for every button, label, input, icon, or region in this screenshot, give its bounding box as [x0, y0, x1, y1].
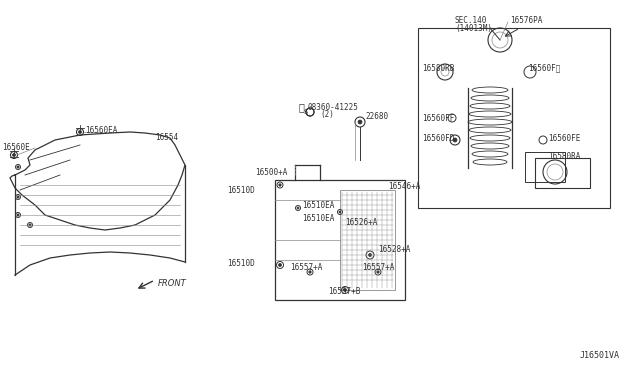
Text: 16526+A: 16526+A	[345, 218, 378, 227]
Circle shape	[358, 120, 362, 124]
Text: 16580RA: 16580RA	[548, 151, 580, 160]
Circle shape	[339, 211, 341, 213]
Circle shape	[17, 166, 19, 168]
Text: (2): (2)	[320, 109, 334, 119]
Text: 16557+B: 16557+B	[328, 288, 360, 296]
Text: J16501VA: J16501VA	[580, 351, 620, 360]
Bar	[525, 152, 565, 182]
Text: FRONT: FRONT	[158, 279, 187, 289]
Text: 16557+A: 16557+A	[290, 263, 323, 272]
Text: 16560FF: 16560FF	[422, 113, 454, 122]
Text: S: S	[304, 109, 308, 115]
Text: 08360-41225: 08360-41225	[308, 103, 359, 112]
Text: Ⓢ: Ⓢ	[298, 102, 304, 112]
Circle shape	[453, 138, 457, 142]
Text: 16500+A: 16500+A	[255, 167, 287, 176]
Text: 16510D: 16510D	[227, 259, 255, 267]
Text: 16546+A: 16546+A	[388, 182, 420, 190]
Circle shape	[297, 207, 299, 209]
Circle shape	[308, 271, 311, 273]
Text: 16560E: 16560E	[2, 142, 29, 151]
Text: 16580RB: 16580RB	[422, 64, 454, 73]
Text: 22680: 22680	[365, 112, 388, 121]
Text: 16576PA: 16576PA	[510, 16, 542, 25]
Bar	[535, 158, 590, 188]
Circle shape	[17, 196, 19, 198]
Bar	[340, 190, 395, 290]
Text: 16560FE: 16560FE	[548, 134, 580, 142]
Text: 16554: 16554	[155, 132, 178, 141]
Circle shape	[279, 184, 281, 186]
Circle shape	[13, 154, 15, 157]
Text: 16557+A: 16557+A	[362, 263, 394, 273]
Circle shape	[369, 253, 371, 257]
Circle shape	[17, 214, 19, 216]
Circle shape	[377, 271, 379, 273]
Text: 16510D: 16510D	[227, 186, 255, 195]
Bar	[275, 180, 405, 300]
Bar	[418, 28, 610, 208]
Circle shape	[344, 289, 346, 292]
Text: 16528+A: 16528+A	[378, 246, 410, 254]
Text: 16560FD: 16560FD	[422, 134, 454, 142]
Circle shape	[29, 224, 31, 226]
Text: 16560FⅡ: 16560FⅡ	[528, 64, 561, 73]
Circle shape	[79, 131, 81, 134]
Text: 16510EA: 16510EA	[302, 201, 334, 209]
Text: (14013M): (14013M)	[455, 23, 492, 32]
Circle shape	[278, 263, 282, 266]
Text: SEC.140: SEC.140	[455, 16, 488, 25]
Text: 16560EA: 16560EA	[85, 125, 117, 135]
Text: 16510EA: 16510EA	[302, 214, 334, 222]
